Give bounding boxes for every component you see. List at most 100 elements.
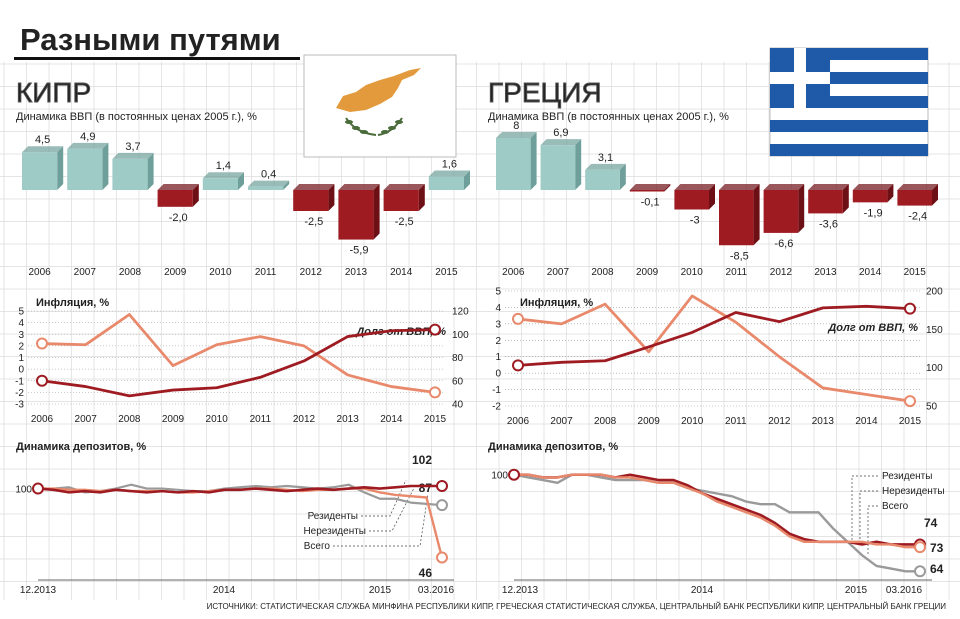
greece-infl-left-tick: -1 (492, 385, 501, 396)
greece-flag (769, 47, 929, 157)
cyprus-gdp-x-tick-label: 2007 (74, 267, 97, 278)
greece-infl-x-tick-label: 2009 (638, 416, 661, 427)
cyprus-dep-series-endpoint (436, 551, 448, 564)
greece-gdp-bar-value-label: -0,1 (641, 197, 660, 209)
greece-flag-cross-v (794, 48, 806, 108)
greece-gdp-bar (629, 190, 665, 192)
greece-inflation-label: Инфляция, % (520, 297, 593, 309)
greece-dep-series-endpoint (914, 541, 926, 554)
cyprus-gdp-bar-top (67, 142, 109, 149)
cyprus-gdp-bar-side (192, 184, 199, 207)
cyprus-gdp-x-tick-label: 2011 (255, 267, 277, 278)
cyprus-legend-total: Всего (304, 541, 331, 552)
cyprus-infl-left-tick: 2 (18, 341, 24, 352)
greece-gdp-bar-top (629, 184, 671, 190)
cyprus-infl-left-tick: 1 (18, 353, 24, 364)
greece-infl-x-tick-label: 2006 (507, 416, 530, 427)
greece-infl-left-tick: 5 (495, 287, 501, 298)
cyprus-infl-x-tick-label: 2007 (75, 414, 98, 425)
greece-gdp-bar-side (664, 184, 671, 192)
cyprus-gdp-x-tick-label: 2014 (390, 267, 413, 278)
cyprus-infl-left-tick: 4 (18, 318, 24, 329)
cyprus-deposits-title: Динамика депозитов, % (16, 441, 146, 453)
cyprus-legend-leaders (333, 479, 429, 547)
cyprus-gdp-x-tick-label: 2013 (345, 267, 368, 278)
greece-gdp-x-tick-label: 2012 (770, 267, 793, 278)
cyprus-gdp-bar-top (383, 184, 425, 190)
greece-legend-residents: Резиденты (882, 471, 932, 482)
cyprus-infl-series-endpoint (429, 386, 441, 399)
cyprus-gdp-bar-side (102, 142, 109, 190)
greece-gdp-x-tick-label: 2014 (859, 267, 882, 278)
greece-infl-right-tick: 100 (926, 363, 943, 374)
cyprus-gdp-bar-value-label: 1,4 (216, 160, 231, 172)
cyprus-dep-end-value-label: 102 (412, 453, 432, 467)
greece-gdp-bar-side (575, 139, 582, 190)
cyprus-gdp-x-tick-label: 2008 (119, 267, 142, 278)
cyprus-gdp-bar-top (248, 180, 290, 187)
greece-infl-left-tick: 4 (495, 303, 501, 314)
greece-gdp-x-tick-label: 2007 (547, 267, 570, 278)
greece-infl-series-inflation-line (517, 294, 911, 403)
cyprus-infl-series-endpoint (429, 323, 441, 336)
cyprus-dep-series-line (37, 484, 442, 494)
greece-gdp-bar-top (496, 132, 537, 138)
greece-gdp-bar-value-label: 8 (513, 120, 519, 132)
greece-legend-nonresidents: Нерезиденты (882, 486, 945, 497)
cyprus-gdp-bar-value-label: 3,7 (125, 141, 140, 153)
greece-gdp-bar-side (842, 184, 849, 214)
greece-infl-series-debt-line (517, 304, 911, 367)
greece-gdp-bar-side (887, 184, 894, 203)
greece-gdp-bar-side (932, 184, 938, 206)
greece-infl-x-tick-label: 2015 (899, 416, 922, 427)
cyprus-legend-nonresidents: Нерезиденты (303, 526, 366, 537)
greece-dep-x-tick-label: 12.2013 (502, 585, 539, 596)
cyprus-gdp-bar (248, 186, 284, 190)
greece-gdp-x-tick-label: 2008 (591, 267, 614, 278)
cyprus-infl-series-endpoint (36, 337, 48, 350)
cyprus-gdp-bar-value-label: -2,5 (304, 216, 323, 228)
greece-gdp-bar (540, 145, 576, 190)
cyprus-gdp-bar-top (428, 170, 470, 177)
greece-gdp-x-tick-label: 2010 (681, 267, 704, 278)
greece-gdp-bar (585, 169, 620, 190)
cyprus-gdp-bar (293, 190, 329, 211)
cyprus-gdp-bar (157, 190, 193, 207)
greece-gdp-bar-top (540, 139, 582, 146)
cyprus-infl-x-tick-label: 2014 (380, 414, 403, 425)
cyprus-legend-residents: Резиденты (308, 511, 358, 522)
greece-gdp-bar (674, 190, 709, 210)
cyprus-infl-right-tick: 60 (452, 376, 464, 387)
greece-infl-series-endpoint (512, 312, 524, 325)
cyprus-gdp-x-tick-label: 2012 (300, 267, 323, 278)
cyprus-gdp-bar-value-label: 4,9 (80, 131, 95, 143)
cyprus-infl-left-tick: -3 (15, 400, 24, 411)
cyprus-infl-left-tick: 5 (18, 307, 24, 318)
greece-infl-series-endpoint (512, 359, 524, 372)
cyprus-gdp-bar (428, 176, 464, 190)
greece-infl-left-tick: 2 (495, 336, 501, 347)
cyprus-gdp-x-tick-label: 2010 (209, 267, 232, 278)
greece-debt-label: Долг от ВВП, % (827, 322, 918, 334)
cyprus-gdp-bar (338, 190, 374, 240)
greece-legend-leaders (851, 475, 878, 555)
greece-infl-x-tick-label: 2011 (725, 416, 747, 427)
greece-infl-x-tick-label: 2007 (550, 416, 573, 427)
greece-legend-total: Всего (882, 501, 909, 512)
country-heading-cyprus: КИПР (16, 77, 91, 108)
cyprus-dep-series-endpoint (436, 480, 448, 492)
greece-infl-left-tick: 1 (495, 352, 501, 363)
greece-deposits-title: Динамика депозитов, % (488, 441, 618, 453)
cyprus-gdp-x-tick-label: 2009 (164, 267, 187, 278)
cyprus-gdp-bar-side (464, 170, 470, 190)
cyprus-infl-series-inflation-line (41, 313, 436, 394)
cyprus-gdp-bar-side (373, 184, 380, 240)
greece-dep-x-tick-label: 03.2016 (886, 585, 923, 596)
greece-gdp-bar (719, 190, 754, 246)
cyprus-infl-left-tick: 3 (18, 330, 24, 341)
greece-gdp-bar-top (585, 163, 626, 170)
cyprus-gdp-bar (383, 190, 419, 211)
greece-gdp-bar-value-label: -3 (690, 215, 700, 227)
greece-dep-end-value-label: 74 (924, 516, 938, 530)
